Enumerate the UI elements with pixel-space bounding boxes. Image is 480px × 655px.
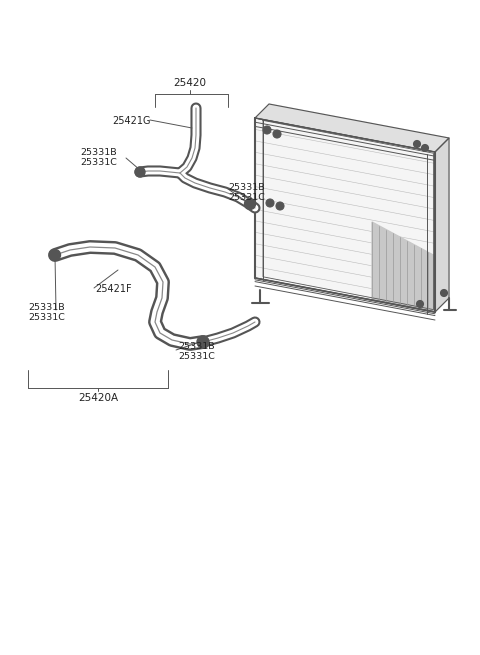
Text: 25331B: 25331B [228, 183, 264, 192]
Circle shape [417, 301, 423, 307]
Polygon shape [372, 222, 435, 312]
Text: 25331B: 25331B [178, 342, 215, 351]
Text: 25420A: 25420A [78, 393, 118, 403]
Circle shape [266, 199, 274, 207]
Circle shape [200, 339, 206, 345]
Text: 25331B: 25331B [80, 148, 117, 157]
Circle shape [263, 126, 271, 134]
Circle shape [138, 170, 142, 174]
Circle shape [135, 167, 145, 177]
Text: 25331C: 25331C [28, 313, 65, 322]
Text: 25331C: 25331C [228, 193, 265, 202]
Text: 25331C: 25331C [178, 352, 215, 361]
Circle shape [52, 253, 58, 257]
Circle shape [273, 130, 281, 138]
Circle shape [421, 145, 429, 151]
Circle shape [49, 250, 60, 261]
Circle shape [248, 202, 252, 206]
Polygon shape [435, 138, 449, 312]
Circle shape [441, 290, 447, 297]
Text: 25420: 25420 [173, 78, 206, 88]
Text: 25331B: 25331B [28, 303, 65, 312]
Text: 25331C: 25331C [80, 158, 117, 167]
Circle shape [276, 202, 284, 210]
Circle shape [413, 141, 420, 147]
Polygon shape [255, 118, 435, 312]
Circle shape [197, 336, 209, 348]
Text: 25421F: 25421F [95, 284, 132, 294]
Polygon shape [255, 104, 449, 152]
Text: 25421G: 25421G [112, 116, 151, 126]
Circle shape [244, 198, 255, 210]
